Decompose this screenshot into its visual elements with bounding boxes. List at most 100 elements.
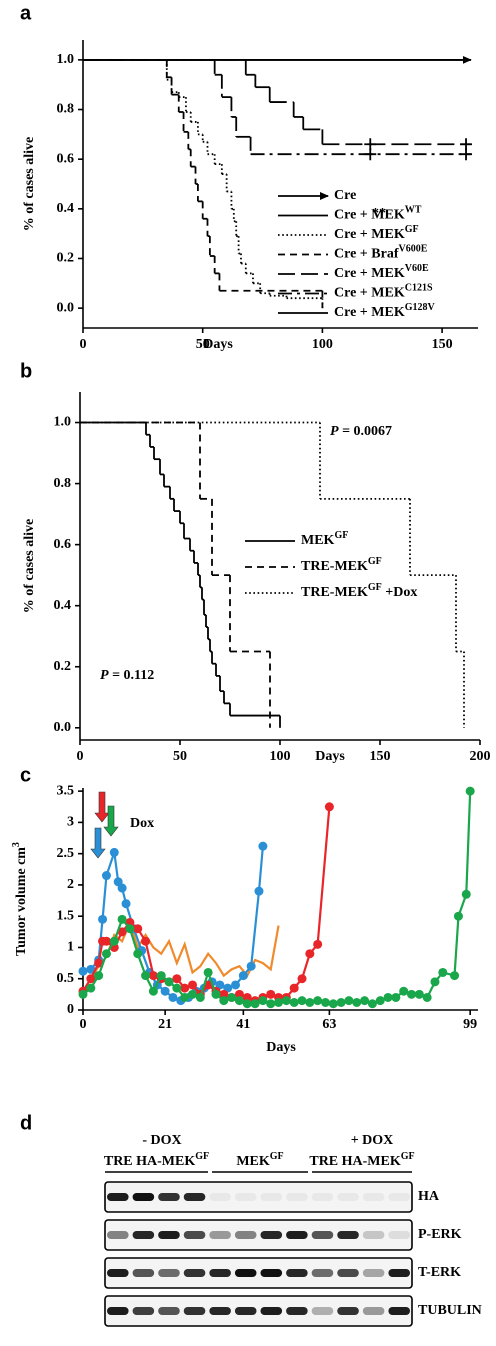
- blot-band: [158, 1307, 180, 1315]
- data-point: [86, 974, 96, 984]
- y-axis-label: % of cases alive: [22, 519, 37, 613]
- legend-label: Cre + MEKGF: [334, 224, 419, 242]
- legend-label-part: Cre + Braf: [334, 247, 399, 262]
- data-point: [246, 961, 256, 971]
- annotation: Dox: [130, 816, 154, 831]
- annotation: **: [372, 206, 386, 221]
- condition-label: - DOX: [142, 1133, 181, 1148]
- data-point: [242, 999, 252, 1009]
- data-point: [258, 996, 268, 1006]
- y-tick-label: 0.4: [54, 598, 72, 613]
- data-point: [383, 992, 393, 1002]
- y-tick-label: 0.8: [57, 102, 75, 117]
- data-point: [94, 971, 104, 981]
- data-point: [242, 992, 252, 1002]
- group-label-part: GF: [195, 1151, 209, 1162]
- y-tick-label: 0.6: [57, 151, 75, 166]
- blot-band: [388, 1193, 410, 1201]
- blot-band: [183, 1269, 206, 1277]
- legend-label: Cre + MEKG128V: [334, 302, 435, 320]
- y-tick-label: 2.5: [57, 846, 75, 861]
- data-point: [168, 992, 178, 1002]
- blot-band: [286, 1231, 308, 1239]
- chart-panel: a 0.0 0.2 0.4 0.6 0.8 1.0 0 50 100 150 Days: [20, 2, 478, 352]
- legend-label-part: TRE-MEK: [301, 585, 368, 600]
- data-point: [305, 997, 315, 1007]
- data-point: [238, 971, 248, 981]
- blot-strip: [104, 1295, 413, 1327]
- legend-label-part: G128V: [405, 302, 436, 313]
- y-tick-label: 0.2: [57, 251, 75, 266]
- y-tick-label: 0.0: [57, 300, 75, 315]
- data-point: [203, 967, 213, 977]
- data-point: [109, 847, 119, 857]
- blot-band: [183, 1307, 206, 1315]
- group-label-part: TRE HA-MEK: [309, 1154, 401, 1169]
- legend-label: Cre + BrafV600E: [334, 243, 428, 261]
- blot-band: [311, 1269, 334, 1277]
- blot-band: [132, 1193, 155, 1201]
- x-tick-label: 200: [470, 749, 491, 764]
- legend-label-part: Cre + MEK: [334, 208, 405, 223]
- data-point: [156, 971, 166, 981]
- legend-label-part: GF: [334, 530, 348, 541]
- legend-label-part: V600E: [398, 243, 427, 254]
- data-point: [94, 958, 104, 968]
- blot-band: [260, 1231, 283, 1239]
- panel-label: a: [20, 2, 32, 24]
- blot-band: [107, 1307, 129, 1315]
- data-point: [195, 992, 205, 1002]
- legend-label-part: TRE-MEK: [301, 559, 368, 574]
- legend-label: Cre + MEKC121S: [334, 282, 433, 300]
- annotation-part: **: [372, 206, 386, 221]
- data-point: [430, 977, 440, 987]
- y-tick-label: 0: [67, 1002, 74, 1017]
- y-axis-label-part: 3: [11, 842, 22, 847]
- annotation-part: Dox: [130, 816, 154, 831]
- data-point: [360, 996, 370, 1006]
- data-point: [180, 983, 190, 993]
- y-axis-label-part: % of cases alive: [22, 137, 37, 231]
- data-point: [266, 999, 276, 1009]
- group-label: TRE HA-MEKGF: [104, 1151, 209, 1169]
- data-point: [180, 992, 190, 1002]
- y-tick-label: 1.0: [57, 52, 75, 67]
- blot-band: [362, 1269, 385, 1277]
- blot-band: [209, 1193, 231, 1201]
- data-point: [450, 971, 460, 981]
- group-label: TRE HA-MEKGF: [309, 1151, 414, 1169]
- data-point: [160, 986, 170, 996]
- blot-band: [286, 1193, 308, 1201]
- legend-label: TRE-MEKGF +Dox: [301, 582, 417, 600]
- data-point: [148, 971, 158, 981]
- blot-band: [362, 1231, 385, 1239]
- data-point: [148, 986, 158, 996]
- y-tick-label: 1.5: [57, 908, 75, 923]
- y-tick-label: 3: [67, 815, 74, 830]
- x-tick-label: 50: [173, 749, 187, 764]
- data-point: [234, 996, 244, 1006]
- blot-band: [311, 1307, 334, 1315]
- blot-band: [107, 1269, 129, 1277]
- data-point: [227, 992, 237, 1002]
- legend-label: Cre + MEKV60E: [334, 263, 429, 281]
- x-tick-label: 41: [236, 1017, 250, 1032]
- legend-label-part: GF: [405, 224, 419, 235]
- data-point: [407, 989, 417, 999]
- legend-label-part: MEK: [301, 533, 335, 548]
- data-point: [465, 786, 475, 796]
- y-axis-label: % of cases alive: [22, 137, 37, 231]
- legend-label: Cre: [334, 188, 356, 203]
- blot-band: [286, 1269, 308, 1277]
- annotation-part: P: [330, 424, 339, 439]
- censor-mark: [460, 148, 473, 161]
- blot-strip: [104, 1181, 413, 1213]
- panel-label: b: [20, 360, 32, 382]
- blot-band: [388, 1231, 410, 1239]
- chart-panel: b 0.0 0.2 0.4 0.6 0.8 1.0 0 50 100 150 200 Days: [20, 360, 491, 764]
- data-point: [274, 997, 284, 1007]
- x-axis-label: Days: [266, 1040, 296, 1055]
- blot-band: [286, 1307, 308, 1315]
- data-point: [133, 949, 143, 959]
- x-tick-label: 0: [77, 749, 84, 764]
